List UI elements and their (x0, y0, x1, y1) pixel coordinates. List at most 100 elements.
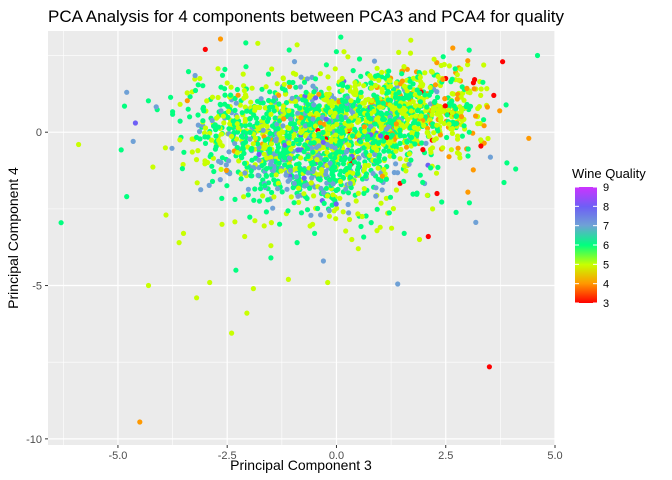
data-point (310, 221, 316, 227)
data-point (341, 49, 347, 55)
data-point (430, 121, 436, 127)
data-point (459, 133, 465, 139)
data-point (163, 212, 169, 218)
data-point (346, 123, 352, 129)
data-point (445, 107, 452, 113)
data-point (285, 276, 291, 282)
data-point (444, 112, 450, 118)
data-point (347, 88, 353, 94)
data-point (234, 150, 240, 156)
data-point (259, 163, 265, 169)
data-point (271, 108, 277, 114)
data-point (298, 155, 304, 161)
legend-label: 6 (603, 240, 609, 252)
data-point (393, 121, 399, 127)
data-point (257, 186, 264, 192)
data-point (286, 155, 293, 161)
data-point (318, 212, 324, 218)
data-point (304, 207, 311, 213)
data-point (266, 180, 272, 186)
data-point (319, 135, 326, 141)
data-point (327, 177, 333, 183)
data-point (374, 65, 380, 71)
data-point (475, 121, 481, 127)
data-point (345, 201, 351, 208)
data-point (276, 101, 282, 107)
data-point (200, 118, 206, 124)
data-point (401, 230, 407, 236)
data-point (323, 185, 330, 191)
data-point (458, 94, 464, 100)
data-point (379, 111, 385, 117)
data-point (219, 72, 226, 78)
data-point (216, 137, 222, 144)
data-point (76, 141, 82, 148)
data-point (268, 220, 274, 226)
data-point (455, 136, 461, 142)
data-point (275, 126, 281, 132)
data-point (350, 68, 356, 74)
data-point (274, 81, 280, 87)
data-point (473, 113, 479, 119)
data-point (452, 66, 458, 72)
data-point (275, 186, 281, 192)
data-point (458, 114, 465, 120)
data-point (376, 104, 382, 110)
data-point (319, 170, 325, 176)
data-point (184, 98, 190, 104)
data-point (252, 186, 258, 192)
data-point (192, 72, 198, 79)
data-point (255, 141, 261, 147)
data-point (124, 89, 130, 95)
data-point (448, 147, 454, 153)
data-point (185, 69, 192, 75)
data-point (429, 69, 435, 75)
data-point (453, 120, 459, 127)
data-point (249, 157, 255, 163)
data-point (446, 63, 452, 69)
data-point (196, 128, 203, 135)
data-point (415, 121, 421, 127)
data-point (470, 167, 476, 173)
data-point (162, 145, 168, 151)
data-point (420, 179, 426, 185)
data-point (223, 162, 229, 168)
data-point (169, 145, 175, 151)
data-point (340, 174, 346, 181)
data-point (442, 96, 448, 102)
data-point (370, 170, 376, 177)
data-point (465, 58, 471, 64)
data-point (296, 199, 302, 205)
data-point (333, 132, 339, 138)
data-point (241, 150, 247, 156)
data-point (219, 143, 225, 149)
data-point (287, 167, 293, 174)
data-point (346, 165, 352, 171)
data-point (356, 56, 363, 62)
data-point (118, 147, 124, 153)
data-point (361, 83, 367, 89)
data-point (431, 56, 437, 62)
x-tick-label: 2.5 (438, 450, 453, 462)
data-point (242, 170, 248, 176)
data-point (350, 133, 356, 139)
data-point (368, 220, 374, 226)
data-point (220, 113, 226, 119)
data-point (503, 102, 509, 108)
data-point (232, 196, 238, 202)
data-point (316, 131, 322, 137)
data-point (261, 151, 267, 157)
data-point (325, 125, 331, 131)
data-point (478, 92, 484, 98)
data-point (352, 113, 358, 119)
data-point (407, 125, 413, 131)
data-point (393, 161, 399, 167)
data-point (208, 152, 214, 158)
data-point (176, 240, 182, 246)
data-point (325, 131, 331, 137)
data-point (268, 161, 274, 167)
data-point (397, 127, 403, 133)
data-point (209, 137, 215, 143)
data-point (397, 131, 403, 137)
data-point (280, 123, 286, 129)
